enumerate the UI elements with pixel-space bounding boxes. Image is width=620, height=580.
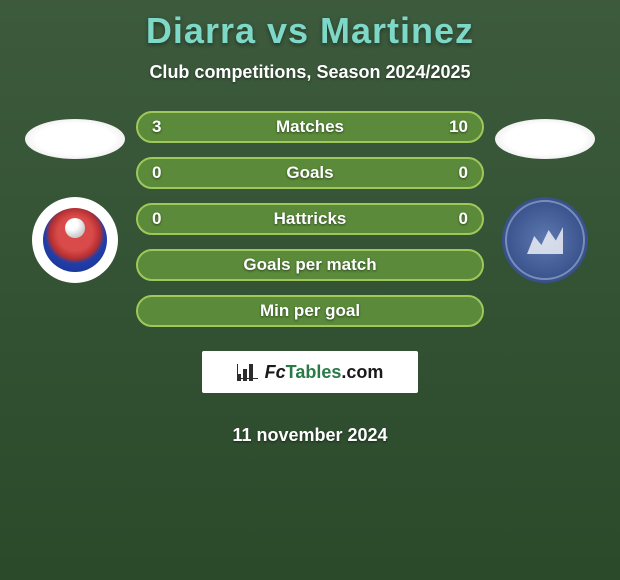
- subtitle: Club competitions, Season 2024/2025: [0, 62, 620, 83]
- stat-left-value: 3: [152, 117, 182, 137]
- player-silhouette-left: [25, 119, 125, 159]
- stat-right-value: 0: [438, 209, 468, 229]
- stat-label: Hattricks: [274, 209, 347, 229]
- player-silhouette-right: [495, 119, 595, 159]
- stat-row-hattricks: 0 Hattricks 0: [136, 203, 484, 235]
- stats-column: 3 Matches 10 0 Goals 0 0 Hattricks 0 Goals per ma…: [135, 111, 485, 446]
- logo-text: FcTables.com: [265, 362, 384, 383]
- right-player-column: [485, 111, 605, 283]
- stat-right-value: 0: [438, 163, 468, 183]
- stat-label: Matches: [276, 117, 344, 137]
- page-title: Diarra vs Martinez: [0, 10, 620, 52]
- left-team-badge-inner: [43, 208, 107, 272]
- stat-left-value: 0: [152, 163, 182, 183]
- stat-row-min-per-goal: Min per goal: [136, 295, 484, 327]
- stat-left-value: 0: [152, 209, 182, 229]
- stat-row-matches: 3 Matches 10: [136, 111, 484, 143]
- chart-icon: [237, 363, 259, 381]
- stat-row-goals-per-match: Goals per match: [136, 249, 484, 281]
- stat-label: Min per goal: [260, 301, 360, 321]
- left-player-column: [15, 111, 135, 283]
- stat-label: Goals: [286, 163, 333, 183]
- right-team-badge: [502, 197, 588, 283]
- stat-right-value: 10: [438, 117, 468, 137]
- date-label: 11 november 2024: [232, 425, 387, 446]
- stat-row-goals: 0 Goals 0: [136, 157, 484, 189]
- comparison-body: 3 Matches 10 0 Goals 0 0 Hattricks 0 Goals per ma…: [0, 111, 620, 446]
- stat-label: Goals per match: [243, 255, 376, 275]
- right-team-badge-inner: [515, 210, 575, 270]
- left-team-badge: [32, 197, 118, 283]
- comparison-card: Diarra vs Martinez Club competitions, Se…: [0, 0, 620, 446]
- fctables-logo[interactable]: FcTables.com: [202, 351, 418, 393]
